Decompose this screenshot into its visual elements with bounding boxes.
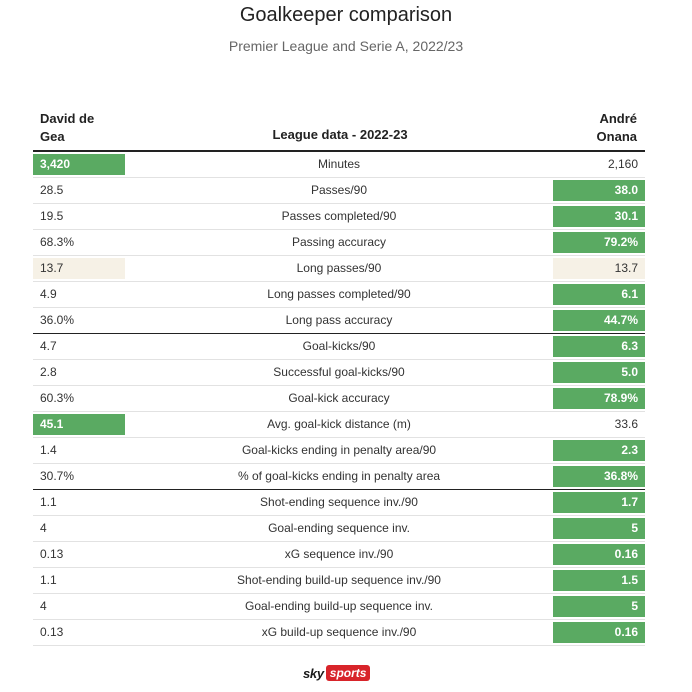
table-row: 28.5 Passes/90 38.0 [33, 178, 645, 204]
table-row: 1.1 Shot-ending sequence inv./90 1.7 [33, 490, 645, 516]
onana-value: 30.1 [553, 206, 645, 227]
onana-value: 0.16 [553, 544, 645, 565]
metric-label: Goal-ending build-up sequence inv. [245, 599, 433, 613]
header-de-gea: David de Gea [40, 110, 130, 146]
metric-label: Minutes [317, 157, 361, 171]
onana-value: 2,160 [607, 157, 638, 171]
metric-label: Successful goal-kicks/90 [273, 365, 405, 379]
header-league-data: League data - 2022-23 [272, 127, 408, 142]
metric-label: Goal-kicks ending in penalty area/90 [241, 443, 437, 457]
metric-label: Goal-ending sequence inv. [268, 521, 410, 535]
onana-value: 5.0 [553, 362, 645, 383]
table-row: 13.7 Long passes/90 13.7 [33, 256, 645, 282]
de-gea-value: 36.0% [40, 313, 75, 327]
de-gea-value: 0.13 [40, 547, 64, 561]
table-row: 36.0% Long pass accuracy 44.7% [33, 308, 645, 334]
de-gea-value: 1.4 [40, 443, 57, 457]
metric-label: Long passes/90 [296, 261, 382, 275]
onana-value: 5 [553, 518, 645, 539]
de-gea-value: 1.1 [40, 573, 57, 587]
header-de-gea-line1: David de [40, 111, 95, 126]
onana-value: 38.0 [553, 180, 645, 201]
de-gea-value: 4 [40, 521, 47, 535]
header-onana-line1: André [599, 111, 637, 126]
logo-sports-text: sports [325, 665, 371, 681]
table-row: 3,420 Minutes 2,160 [33, 152, 645, 178]
metric-label: Long passes completed/90 [267, 287, 411, 301]
metric-label: Passing accuracy [291, 235, 387, 249]
table-row: 4.7 Goal-kicks/90 6.3 [33, 334, 645, 360]
table-row: 30.7% % of goal-kicks ending in penalty a… [33, 464, 645, 490]
onana-value: 6.1 [553, 284, 645, 305]
de-gea-value: 0.13 [40, 625, 64, 639]
onana-value: 6.3 [553, 336, 645, 357]
metric-label: xG sequence inv./90 [284, 547, 394, 561]
metric-label: Shot-ending sequence inv./90 [260, 495, 418, 509]
onana-value: 0.16 [553, 622, 645, 643]
de-gea-value: 4 [40, 599, 47, 613]
metric-label: Long pass accuracy [285, 313, 393, 327]
chart-subtitle: Premier League and Serie A, 2022/23 [228, 38, 464, 54]
de-gea-value: 45.1 [33, 414, 125, 435]
de-gea-value: 19.5 [40, 209, 64, 223]
table-row: 60.3% Goal-kick accuracy 78.9% [33, 386, 645, 412]
sky-sports-logo: sky sports [303, 664, 371, 682]
chart-title: Goalkeeper comparison [239, 4, 453, 26]
header-onana: André Onana [560, 110, 637, 146]
metric-label: Shot-ending build-up sequence inv./90 [237, 573, 441, 587]
de-gea-value: 4.9 [40, 287, 57, 301]
header-de-gea-line2: Gea [40, 129, 65, 144]
de-gea-value: 28.5 [40, 183, 64, 197]
onana-value: 5 [553, 596, 645, 617]
table-row: 4.9 Long passes completed/90 6.1 [33, 282, 645, 308]
metric-label: Avg. goal-kick distance (m) [267, 417, 411, 431]
table-row: 4 Goal-ending build-up sequence inv. 5 [33, 594, 645, 620]
de-gea-value: 4.7 [40, 339, 57, 353]
table-row: 1.1 Shot-ending build-up sequence inv./90… [33, 568, 645, 594]
header-divider [33, 150, 645, 152]
de-gea-value: 68.3% [40, 235, 75, 249]
de-gea-value: 60.3% [40, 391, 75, 405]
onana-value: 78.9% [553, 388, 645, 409]
metric-label: xG build-up sequence inv./90 [261, 625, 417, 639]
de-gea-value: 13.7 [33, 258, 125, 279]
comparison-table: 3,420 Minutes 2,160 28.5 Passes/90 38.0 19.5 Pa… [33, 152, 645, 646]
onana-value: 79.2% [553, 232, 645, 253]
onana-value: 36.8% [553, 466, 645, 487]
table-row: 68.3% Passing accuracy 79.2% [33, 230, 645, 256]
de-gea-value: 2.8 [40, 365, 57, 379]
metric-label: % of goal-kicks ending in penalty area [237, 469, 441, 483]
metric-label: Goal-kick accuracy [288, 391, 390, 405]
onana-value: 2.3 [553, 440, 645, 461]
onana-value: 1.7 [553, 492, 645, 513]
onana-value: 33.6 [614, 417, 638, 431]
table-row: 19.5 Passes completed/90 30.1 [33, 204, 645, 230]
table-row: 0.13 xG build-up sequence inv./90 0.16 [33, 620, 645, 646]
header-onana-line2: Onana [596, 129, 637, 144]
logo-sky-text: sky [303, 665, 324, 681]
onana-value: 13.7 [553, 258, 645, 279]
table-row: 4 Goal-ending sequence inv. 5 [33, 516, 645, 542]
metric-label: Goal-kicks/90 [302, 339, 376, 353]
de-gea-value: 3,420 [33, 154, 125, 175]
onana-value: 44.7% [553, 310, 645, 331]
metric-label: Passes completed/90 [281, 209, 397, 223]
table-row: 2.8 Successful goal-kicks/90 5.0 [33, 360, 645, 386]
table-row: 45.1 Avg. goal-kick distance (m) 33.6 [33, 412, 645, 438]
de-gea-value: 1.1 [40, 495, 57, 509]
table-row: 1.4 Goal-kicks ending in penalty area/90 2… [33, 438, 645, 464]
table-row: 0.13 xG sequence inv./90 0.16 [33, 542, 645, 568]
de-gea-value: 30.7% [40, 469, 75, 483]
onana-value: 1.5 [553, 570, 645, 591]
metric-label: Passes/90 [310, 183, 368, 197]
